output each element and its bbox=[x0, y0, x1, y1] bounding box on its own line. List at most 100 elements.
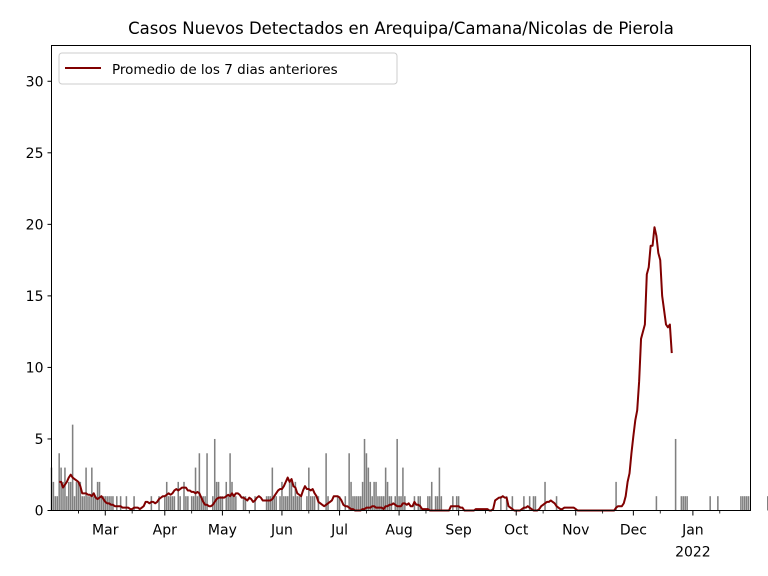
bar bbox=[73, 496, 76, 511]
bar bbox=[682, 496, 685, 511]
bar bbox=[296, 496, 299, 511]
y-tick-label: 25 bbox=[26, 146, 44, 162]
bar bbox=[745, 496, 748, 511]
bar bbox=[356, 496, 358, 511]
bar bbox=[116, 496, 118, 511]
x-tick-label: Jun bbox=[270, 523, 293, 539]
bar bbox=[434, 496, 437, 511]
y-tick-label: 5 bbox=[35, 432, 44, 448]
bar bbox=[523, 496, 525, 511]
bar bbox=[60, 467, 62, 511]
y-tick-label: 30 bbox=[26, 74, 44, 90]
bar bbox=[532, 496, 535, 511]
bar bbox=[62, 481, 64, 511]
bar bbox=[231, 481, 233, 511]
x-tick-label: May bbox=[208, 523, 237, 539]
bar bbox=[169, 496, 172, 511]
bar bbox=[77, 481, 80, 511]
bar bbox=[71, 424, 74, 511]
bar bbox=[79, 481, 82, 511]
bar bbox=[311, 496, 314, 511]
bar bbox=[52, 481, 55, 511]
bar bbox=[173, 496, 176, 511]
bar bbox=[369, 481, 372, 511]
legend: Promedio de los 7 dias anteriores bbox=[58, 52, 398, 85]
bar bbox=[213, 438, 216, 511]
bar bbox=[674, 438, 677, 511]
bar bbox=[185, 496, 187, 511]
bar bbox=[92, 496, 95, 511]
bar bbox=[66, 496, 68, 511]
bar bbox=[396, 438, 398, 511]
bar bbox=[94, 496, 97, 511]
bar bbox=[317, 496, 320, 511]
bar bbox=[438, 467, 441, 511]
bar bbox=[452, 496, 454, 511]
bar bbox=[742, 496, 744, 511]
bar bbox=[91, 467, 93, 511]
bar bbox=[348, 453, 350, 511]
bar bbox=[150, 496, 153, 511]
bar bbox=[313, 496, 316, 511]
bar bbox=[375, 481, 377, 511]
x-tick-label: Dec bbox=[620, 523, 647, 539]
bar bbox=[357, 496, 360, 511]
bar bbox=[100, 496, 103, 511]
x-tick-label: Jul bbox=[330, 523, 348, 539]
bar bbox=[306, 496, 308, 511]
bar bbox=[235, 496, 237, 511]
bar bbox=[747, 496, 750, 511]
bar bbox=[221, 496, 224, 511]
bar bbox=[269, 496, 272, 511]
legend-label: Promedio de los 7 dias anteriores bbox=[112, 62, 338, 78]
bar bbox=[56, 496, 59, 511]
bar bbox=[85, 467, 87, 511]
bar bbox=[283, 496, 285, 511]
bar-series bbox=[50, 424, 768, 511]
plot-frame bbox=[51, 45, 751, 511]
bar bbox=[388, 496, 391, 511]
bar bbox=[457, 496, 460, 511]
bar bbox=[104, 496, 107, 511]
bar bbox=[288, 481, 291, 511]
bar bbox=[200, 496, 203, 511]
bar bbox=[436, 496, 439, 511]
bar bbox=[219, 496, 222, 511]
bar bbox=[273, 496, 276, 511]
bar bbox=[381, 496, 383, 511]
x-tick-label: Jan bbox=[681, 523, 704, 539]
x-tick-label: Sep bbox=[445, 523, 472, 539]
y-tick-label: 20 bbox=[26, 217, 44, 233]
bar bbox=[344, 496, 347, 511]
bar bbox=[429, 496, 431, 511]
bar bbox=[382, 496, 385, 511]
bar bbox=[534, 496, 537, 511]
bar bbox=[740, 496, 742, 511]
bar bbox=[455, 496, 458, 511]
bar bbox=[325, 453, 327, 511]
axes: 0 5 10 15 20 25 30 Mar Apr May Jun Jul Aug Sep Oct Nov D… bbox=[26, 45, 751, 561]
bar bbox=[365, 453, 368, 511]
bar bbox=[229, 453, 231, 511]
bar bbox=[400, 496, 402, 511]
bar bbox=[511, 496, 514, 511]
bar bbox=[158, 496, 160, 511]
bar bbox=[544, 481, 546, 511]
bar bbox=[183, 481, 185, 511]
bar bbox=[110, 496, 112, 511]
bar bbox=[505, 496, 508, 511]
bar bbox=[267, 496, 270, 511]
bar bbox=[292, 496, 295, 511]
bar bbox=[81, 496, 83, 511]
bar bbox=[377, 496, 379, 511]
bar bbox=[384, 467, 387, 511]
bar bbox=[96, 481, 99, 511]
bar bbox=[379, 496, 381, 511]
y-tick-label: 0 bbox=[35, 504, 44, 520]
y-tick-label: 10 bbox=[26, 360, 44, 376]
bar bbox=[217, 481, 220, 511]
bar bbox=[244, 496, 247, 511]
x-tick-label: Apr bbox=[153, 523, 177, 539]
bar bbox=[233, 496, 235, 511]
bar bbox=[440, 496, 443, 511]
